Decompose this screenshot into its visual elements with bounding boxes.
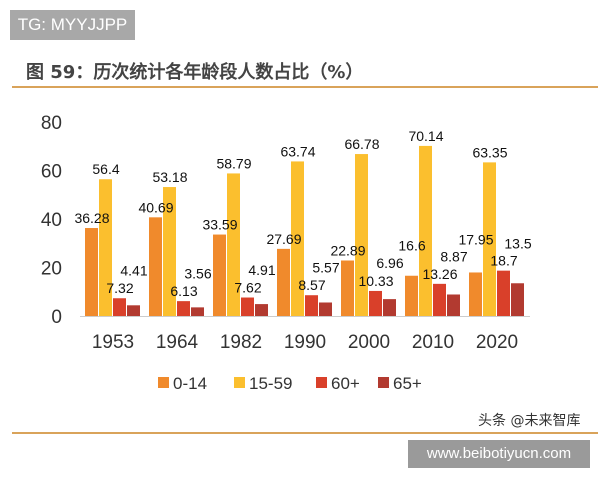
data-label: 36.28 [74, 210, 109, 226]
bar-60+-2000 [369, 290, 382, 316]
bar-15-59-2000 [355, 154, 368, 316]
data-label: 66.78 [344, 136, 379, 152]
bar-0-14-1982 [213, 234, 226, 316]
data-label: 7.62 [234, 280, 261, 296]
bar-0-14-1990 [277, 248, 290, 316]
bar-65+-2000 [383, 299, 396, 316]
bar-65+-2020 [511, 283, 524, 316]
bar-60+-2010 [433, 283, 446, 316]
watermark: 头条 @未来智库 [478, 413, 581, 429]
legend-swatch-60+ [316, 377, 327, 388]
x-tick-label: 1990 [284, 332, 326, 353]
bar-60+-1982 [241, 297, 254, 316]
bar-65+-2010 [447, 294, 460, 316]
x-tick-label: 1982 [220, 332, 262, 353]
data-label: 7.32 [106, 280, 133, 296]
bar-0-14-2010 [405, 275, 418, 316]
bar-65+-1990 [319, 302, 332, 316]
data-label: 63.74 [280, 143, 315, 159]
bottom-divider [12, 432, 598, 434]
data-label: 27.69 [266, 231, 301, 247]
data-label: 8.87 [440, 248, 467, 264]
bar-15-59-2020 [483, 162, 496, 316]
bar-15-59-1990 [291, 161, 304, 316]
bar-60+-1953 [113, 298, 126, 316]
legend-swatch-0-14 [158, 377, 169, 388]
data-label: 4.41 [120, 262, 147, 278]
legend-swatch-15-59 [234, 377, 245, 388]
bar-0-14-1964 [149, 217, 162, 316]
bar-15-59-1982 [227, 173, 240, 316]
data-label: 4.91 [248, 262, 275, 278]
data-label: 40.69 [138, 199, 173, 215]
legend-label: 15-59 [249, 374, 292, 393]
data-label: 70.14 [408, 128, 443, 144]
data-label: 33.59 [202, 217, 237, 233]
data-label: 6.13 [170, 283, 197, 299]
data-label: 63.35 [472, 144, 507, 160]
data-label: 18.7 [490, 253, 517, 269]
tg-badge: TG: MYYJJPP [10, 10, 135, 40]
data-label: 17.95 [458, 231, 493, 247]
x-tick-label: 2000 [348, 332, 390, 353]
chart-title: 图 59：历次统计各年龄段人数占比（%） [26, 62, 364, 83]
data-label: 6.96 [376, 255, 403, 271]
data-label: 13.26 [422, 266, 457, 282]
bar-60+-2020 [497, 270, 510, 316]
data-label: 5.57 [312, 259, 339, 275]
y-tick-label: 80 [41, 113, 62, 134]
bar-65+-1964 [191, 307, 204, 316]
data-label: 8.57 [298, 277, 325, 293]
data-label: 3.56 [184, 265, 211, 281]
data-label: 56.4 [92, 161, 119, 177]
y-tick-label: 60 [41, 162, 62, 183]
bar-0-14-2000 [341, 260, 354, 316]
x-tick-label: 2010 [412, 332, 454, 353]
bar-65+-1953 [127, 305, 140, 316]
legend-label: 0-14 [173, 374, 207, 393]
url-badge: www.beibotiyucn.com [408, 440, 590, 468]
x-tick-label: 1953 [92, 332, 134, 353]
bar-65+-1982 [255, 304, 268, 316]
bar-60+-1964 [177, 301, 190, 316]
bar-15-59-1953 [99, 179, 112, 316]
x-tick-label: 2020 [476, 332, 518, 353]
y-tick-label: 0 [51, 307, 62, 328]
bar-0-14-1953 [85, 228, 98, 316]
data-label: 53.18 [152, 169, 187, 185]
legend-label: 60+ [331, 374, 360, 393]
data-label: 22.89 [330, 242, 365, 258]
bar-0-14-2020 [469, 272, 482, 316]
legend-swatch-65+ [378, 377, 389, 388]
data-label: 10.33 [358, 273, 393, 289]
x-tick-label: 1964 [156, 332, 199, 353]
title-divider [12, 86, 598, 88]
y-tick-label: 20 [41, 259, 62, 280]
bar-60+-1990 [305, 295, 318, 316]
bar-15-59-1964 [163, 187, 176, 316]
data-label: 58.79 [216, 155, 251, 171]
bar-15-59-2010 [419, 145, 432, 316]
y-tick-label: 40 [41, 210, 62, 231]
legend-label: 65+ [393, 374, 422, 393]
data-label: 16.6 [398, 238, 425, 254]
data-label: 13.5 [504, 235, 531, 251]
